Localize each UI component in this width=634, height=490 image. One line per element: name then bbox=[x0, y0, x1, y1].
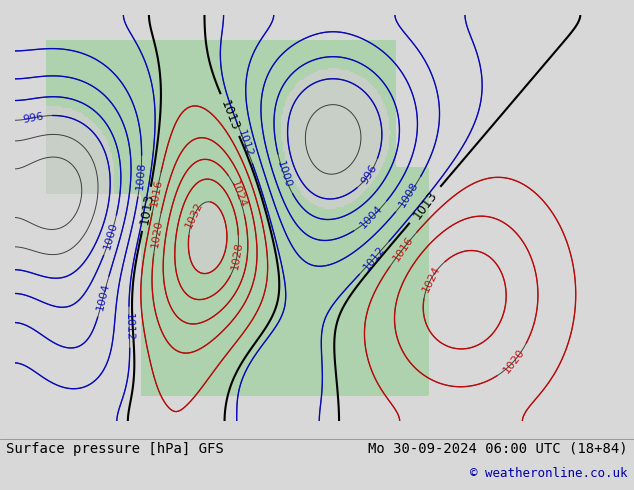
Text: 1000: 1000 bbox=[275, 159, 293, 189]
Text: 1016: 1016 bbox=[391, 235, 415, 264]
Text: 1024: 1024 bbox=[420, 264, 442, 294]
Text: 1020: 1020 bbox=[150, 219, 164, 248]
Text: 1004: 1004 bbox=[95, 282, 112, 312]
Text: 1008: 1008 bbox=[398, 180, 420, 209]
Text: 1004: 1004 bbox=[358, 203, 385, 231]
Text: 1032: 1032 bbox=[184, 200, 205, 230]
Text: 1013: 1013 bbox=[218, 98, 242, 132]
Text: 1028: 1028 bbox=[230, 241, 244, 270]
Text: © weatheronline.co.uk: © weatheronline.co.uk bbox=[470, 467, 628, 480]
Text: 1000: 1000 bbox=[102, 220, 119, 250]
Text: 996: 996 bbox=[22, 111, 44, 124]
Text: 1024: 1024 bbox=[229, 180, 247, 210]
Text: 1013: 1013 bbox=[410, 188, 440, 221]
Text: 1012: 1012 bbox=[236, 129, 254, 158]
Text: 996: 996 bbox=[359, 163, 379, 186]
Text: 1012: 1012 bbox=[362, 244, 387, 272]
Text: 1020: 1020 bbox=[501, 347, 527, 375]
Text: Mo 30-09-2024 06:00 UTC (18+84): Mo 30-09-2024 06:00 UTC (18+84) bbox=[368, 441, 628, 456]
Text: Surface pressure [hPa] GFS: Surface pressure [hPa] GFS bbox=[6, 441, 224, 456]
Text: 1008: 1008 bbox=[134, 162, 146, 191]
Text: 1013: 1013 bbox=[138, 192, 156, 225]
Text: 1016: 1016 bbox=[149, 178, 164, 207]
Text: 1012: 1012 bbox=[124, 313, 134, 342]
